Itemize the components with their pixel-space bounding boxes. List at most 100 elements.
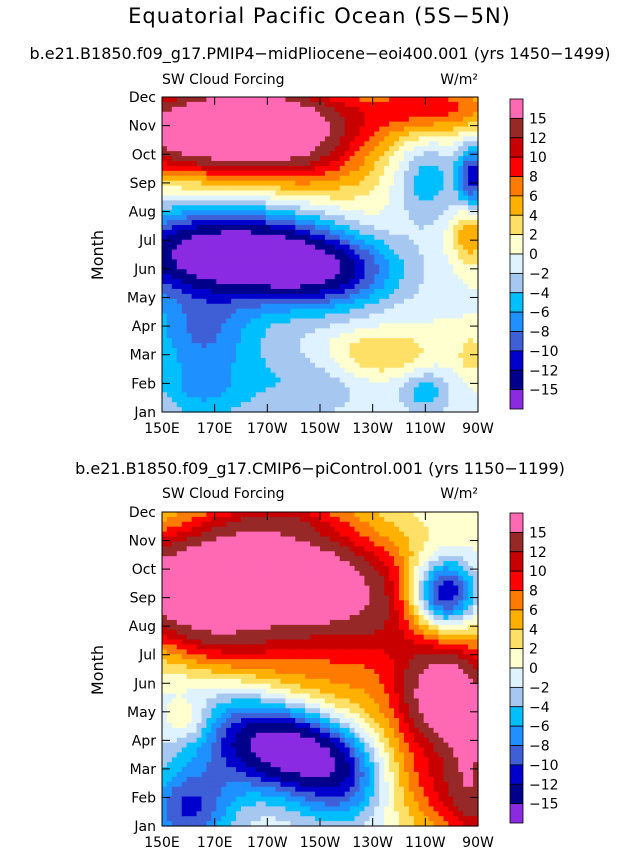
heatmap-cell [354, 190, 361, 197]
heatmap-cell [369, 244, 375, 251]
heatmap-cell [394, 146, 400, 152]
heatmap-cell [364, 195, 370, 201]
heatmap-cell [226, 313, 232, 320]
heatmap-cell [389, 328, 395, 334]
heatmap-cell [354, 328, 361, 334]
heatmap-cell [236, 298, 242, 305]
heatmap-cell [315, 229, 321, 236]
heatmap-cell [245, 131, 252, 137]
heatmap-cell [463, 126, 469, 133]
heatmap-cell [413, 244, 420, 251]
heatmap-cell [418, 357, 425, 364]
heatmap-cell [329, 407, 336, 413]
heatmap-cell [315, 254, 321, 261]
heatmap-cell [394, 136, 400, 142]
heatmap-cell [443, 348, 449, 354]
heatmap-cell [369, 269, 375, 275]
heatmap-cell [473, 402, 479, 408]
heatmap-cell [468, 200, 474, 206]
heatmap-cell [285, 274, 291, 280]
heatmap-cell [176, 220, 183, 226]
heatmap-cell [453, 397, 459, 403]
heatmap-cell [181, 718, 188, 724]
heatmap-cell [403, 318, 410, 324]
heatmap-cell [428, 372, 435, 379]
heatmap-cell [369, 377, 375, 384]
heatmap-cell [339, 220, 346, 226]
heatmap-cell [354, 382, 361, 388]
heatmap-cell [216, 669, 222, 675]
heatmap-cell [171, 308, 178, 315]
heatmap-cell [403, 121, 410, 128]
heatmap-cell [320, 244, 326, 251]
heatmap-cell [463, 269, 469, 275]
heatmap-cell [374, 239, 380, 246]
heatmap-cell [324, 284, 331, 290]
heatmap-cell [349, 210, 356, 216]
heatmap-cell [221, 224, 227, 231]
heatmap-cell [369, 116, 375, 123]
heatmap-cell [384, 234, 390, 241]
heatmap-cell [196, 816, 203, 822]
heatmap-cell [181, 732, 188, 739]
heatmap-cell [250, 224, 257, 231]
heatmap-cell [181, 561, 188, 567]
heatmap-cell [162, 382, 168, 388]
heatmap-cell [453, 357, 459, 364]
heatmap-cell [280, 308, 287, 315]
heatmap-cell [295, 170, 301, 177]
heatmap-cell [201, 151, 208, 157]
heatmap-cell [236, 116, 242, 123]
heatmap-cell [186, 516, 193, 523]
y-tick-label: Mar [130, 348, 157, 364]
heatmap-cell [374, 156, 380, 162]
heatmap-cell [408, 210, 415, 216]
heatmap-cell [320, 151, 326, 157]
heatmap-cell [196, 722, 203, 729]
heatmap-cell [339, 239, 346, 246]
heatmap-cell [260, 269, 267, 275]
heatmap-cell [196, 372, 203, 379]
heatmap-cell [211, 551, 217, 557]
heatmap-cell [418, 234, 425, 241]
heatmap-cell [384, 279, 390, 285]
heatmap-cell [315, 338, 321, 344]
heatmap-cell [250, 259, 257, 265]
heatmap-cell [216, 722, 222, 729]
heatmap-cell [236, 338, 242, 344]
heatmap-cell [245, 234, 252, 241]
heatmap-cell [374, 303, 380, 310]
heatmap-cell [433, 229, 440, 236]
heatmap-cell [216, 229, 222, 236]
heatmap-cell [344, 190, 351, 197]
heatmap-cell [458, 352, 464, 359]
heatmap-cell [300, 352, 306, 359]
heatmap-cell [201, 328, 208, 334]
heatmap-cell [438, 146, 445, 152]
heatmap-cell [162, 362, 168, 369]
heatmap-cell [329, 185, 336, 192]
heatmap-cell [290, 116, 296, 123]
heatmap-cell [389, 352, 395, 359]
heatmap-cell [453, 284, 459, 290]
heatmap-cell [171, 111, 178, 118]
heatmap-cell [255, 352, 262, 359]
heatmap-cell [221, 121, 227, 128]
heatmap-cell [255, 165, 262, 172]
heatmap-cell [310, 156, 316, 162]
heatmap-cell [468, 160, 474, 167]
heatmap-cell [300, 308, 306, 315]
heatmap-cell [191, 801, 198, 807]
colorbar-label: 4 [529, 208, 538, 224]
heatmap-cell [389, 343, 395, 349]
heatmap-cell [221, 323, 227, 329]
heatmap-cell [310, 101, 316, 108]
heatmap-cell [473, 269, 479, 275]
heatmap-cell [226, 279, 232, 285]
heatmap-cell [290, 362, 296, 369]
heatmap-cell [211, 516, 217, 523]
heatmap-cell [305, 392, 311, 398]
heatmap-cell [408, 224, 415, 231]
heatmap-cell [438, 259, 445, 265]
heatmap-cell [201, 175, 208, 182]
